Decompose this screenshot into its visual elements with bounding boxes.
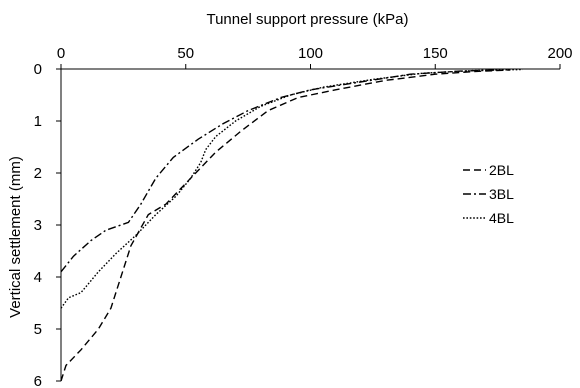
x-tick-label: 100 [298, 45, 323, 62]
legend-label-4bl: 4BL [489, 210, 514, 226]
y-tick-label: 4 [34, 269, 42, 286]
series-line-3bl [61, 70, 498, 272]
series-line-4bl [61, 70, 523, 309]
y-tick-label: 1 [34, 113, 42, 130]
series-group [61, 70, 523, 382]
y-tick-label: 5 [34, 321, 42, 338]
y-axis-title: Vertical settlement (mm) [7, 156, 24, 318]
x-tick-label: 0 [57, 45, 65, 62]
series-line-2bl [61, 70, 510, 381]
x-tick-label: 200 [547, 45, 572, 62]
y-tick-label: 0 [34, 61, 42, 78]
legend: 2BL 3BL 4BL [463, 162, 514, 226]
y-tick-label: 6 [34, 373, 42, 388]
x-ticks: 0 50 100 150 200 [57, 45, 573, 69]
x-tick-label: 50 [177, 45, 194, 62]
legend-label-3bl: 3BL [489, 186, 514, 202]
y-tick-label: 2 [34, 165, 42, 182]
legend-label-2bl: 2BL [489, 162, 514, 178]
x-axis-title: Tunnel support pressure (kPa) [206, 11, 408, 28]
y-ticks: 0 1 2 3 4 5 6 [34, 61, 61, 388]
x-tick-label: 150 [423, 45, 448, 62]
y-tick-label: 3 [34, 217, 42, 234]
